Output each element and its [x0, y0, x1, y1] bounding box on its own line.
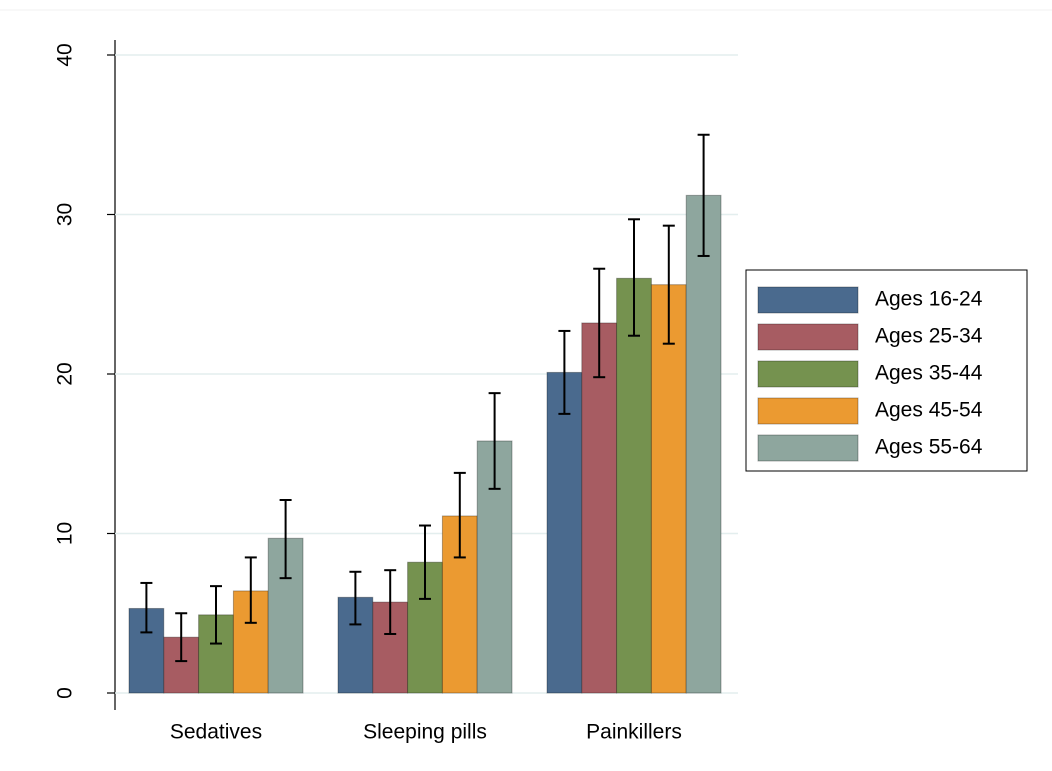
y-tick-label: 30 [54, 203, 77, 226]
legend-label: Ages 55-64 [875, 436, 983, 459]
y-tick-label: 20 [54, 362, 77, 385]
bar [650, 284, 687, 694]
bar [685, 194, 722, 694]
legend-label: Ages 35-44 [875, 362, 983, 385]
x-tick-label: Painkillers [586, 721, 682, 744]
x-tick-label: Sedatives [170, 721, 262, 744]
y-tick-label: 40 [54, 43, 77, 66]
y-tick-label: 0 [54, 687, 77, 699]
y-tick-label: 10 [54, 522, 77, 545]
legend-swatch [757, 323, 859, 351]
legend-swatch [757, 397, 859, 425]
legend-swatch [757, 286, 859, 314]
legend-label: Ages 25-34 [875, 325, 983, 348]
bar [581, 322, 618, 694]
legend-label: Ages 16-24 [875, 288, 983, 311]
legend-label: Ages 45-54 [875, 399, 983, 422]
bar [616, 277, 652, 694]
x-tick-label: Sleeping pills [363, 721, 487, 744]
legend-swatch [757, 434, 859, 462]
legend-swatch [757, 360, 859, 388]
bar [546, 371, 583, 694]
